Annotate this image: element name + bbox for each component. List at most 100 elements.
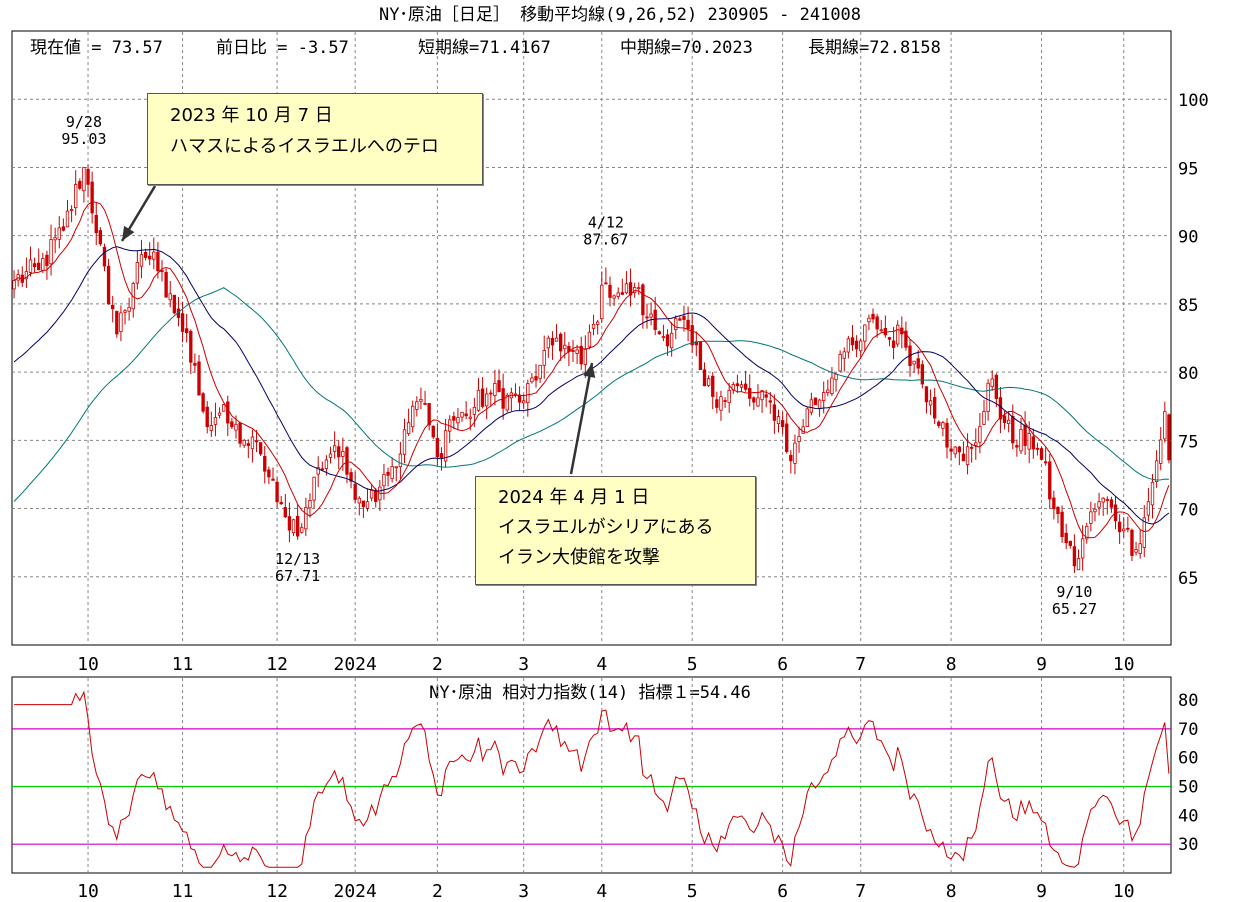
candle-body <box>250 436 255 450</box>
candle-body <box>637 287 641 290</box>
candle-body <box>180 313 185 332</box>
info-short: 短期線=71.4167 <box>418 38 551 58</box>
candle-body <box>653 309 657 330</box>
candle-body <box>271 478 275 481</box>
candle-body <box>394 466 398 469</box>
candle-body <box>69 209 74 211</box>
candle-body <box>1080 538 1085 559</box>
candle-body <box>896 324 900 345</box>
candle-body <box>411 405 415 428</box>
candle-body <box>916 358 920 369</box>
candle-body <box>1163 411 1167 440</box>
candle-body <box>263 456 267 472</box>
extreme-date-label: 12/13 <box>275 550 320 568</box>
candle-body <box>739 384 744 388</box>
candle-body <box>234 423 238 431</box>
candle-body <box>641 284 645 316</box>
rsi-x-tick-label: 3 <box>518 881 529 902</box>
candle-body <box>1146 501 1151 516</box>
rsi-x-tick-label: 4 <box>596 881 607 902</box>
candle-body <box>957 446 962 453</box>
candle-body <box>887 337 892 340</box>
extreme-date-label: 9/28 <box>66 113 102 131</box>
rsi-x-tick-label: 10 <box>1113 881 1135 902</box>
candle-body <box>361 500 366 508</box>
candle-body <box>678 318 682 321</box>
price-x-tick-label: 7 <box>855 654 866 675</box>
candle-body <box>345 447 349 475</box>
candle-body <box>115 310 119 335</box>
candle-body <box>904 330 908 348</box>
rsi-x-tick-label: 9 <box>1036 881 1047 902</box>
candle-body <box>768 400 772 403</box>
price-x-tick-label: 4 <box>596 654 607 675</box>
candle-body <box>1097 501 1101 508</box>
rsi-tick-label: 40 <box>1178 806 1198 826</box>
candle-body <box>193 363 197 366</box>
candle-body <box>57 227 61 240</box>
candle-body <box>386 471 390 476</box>
price-x-tick-label: 10 <box>1113 654 1135 675</box>
candle-body <box>801 426 805 434</box>
candle-body <box>1064 532 1068 544</box>
candle-body <box>164 271 168 298</box>
candle-body <box>1006 419 1011 424</box>
candle-body <box>974 442 978 446</box>
candle-body <box>715 399 719 408</box>
candle-body <box>382 474 386 487</box>
candle-body <box>28 259 33 273</box>
candle-body <box>102 246 107 267</box>
annotation-iran-arrow <box>569 362 594 475</box>
candle-body <box>941 422 945 429</box>
candle-body <box>304 507 308 530</box>
candle-body <box>517 395 522 403</box>
candle-body <box>431 425 435 438</box>
candle-body <box>452 416 456 421</box>
candle-body <box>148 255 152 260</box>
candle-body <box>661 336 666 339</box>
candle-body <box>201 393 205 412</box>
candle-body <box>830 377 834 394</box>
candle-body <box>933 396 937 419</box>
candle-body <box>854 340 859 350</box>
candle-body <box>842 351 846 359</box>
candle-body <box>24 271 29 280</box>
candle-body <box>990 378 994 388</box>
extreme-value-label: 95.03 <box>61 130 106 148</box>
candle-body <box>616 292 620 297</box>
candle-body <box>1150 481 1155 506</box>
candle-body <box>341 451 345 457</box>
candle-body <box>1019 429 1023 452</box>
candle-body <box>221 404 226 412</box>
rsi-panel: NY･原油 相対力指数(14) 指標１=54.46 30 40 50 60 70 80 10 1… <box>11 676 1198 902</box>
candle-body <box>328 453 333 458</box>
candle-body <box>119 312 123 333</box>
price-x-tick-label: 11 <box>172 654 194 675</box>
candle-body <box>94 214 98 234</box>
price-tick-label: 80 <box>1178 364 1198 384</box>
candle-body <box>1039 448 1044 460</box>
candle-body <box>184 328 189 334</box>
rsi-x-tick-label: 7 <box>855 881 866 902</box>
candle-body <box>998 397 1003 420</box>
ma-short-line <box>13 201 1170 539</box>
candle-body <box>316 467 320 475</box>
candle-body <box>982 411 986 425</box>
candle-body <box>871 313 875 320</box>
candle-body <box>267 469 271 478</box>
candle-body <box>61 226 66 231</box>
rsi-x-tick-label: 5 <box>687 881 698 902</box>
candle-body <box>74 184 78 209</box>
candle-body <box>135 262 140 284</box>
candle-body <box>127 306 131 312</box>
price-tick-label: 90 <box>1178 228 1198 248</box>
candle-body <box>287 516 292 531</box>
candle-body <box>337 446 341 458</box>
candle-body <box>143 251 148 258</box>
candle-body <box>156 251 160 272</box>
candle-body <box>365 501 370 509</box>
candle-body <box>106 265 111 305</box>
candle-body <box>332 445 337 452</box>
price-x-tick-label: 12 <box>266 654 288 675</box>
candle-body <box>587 331 592 348</box>
